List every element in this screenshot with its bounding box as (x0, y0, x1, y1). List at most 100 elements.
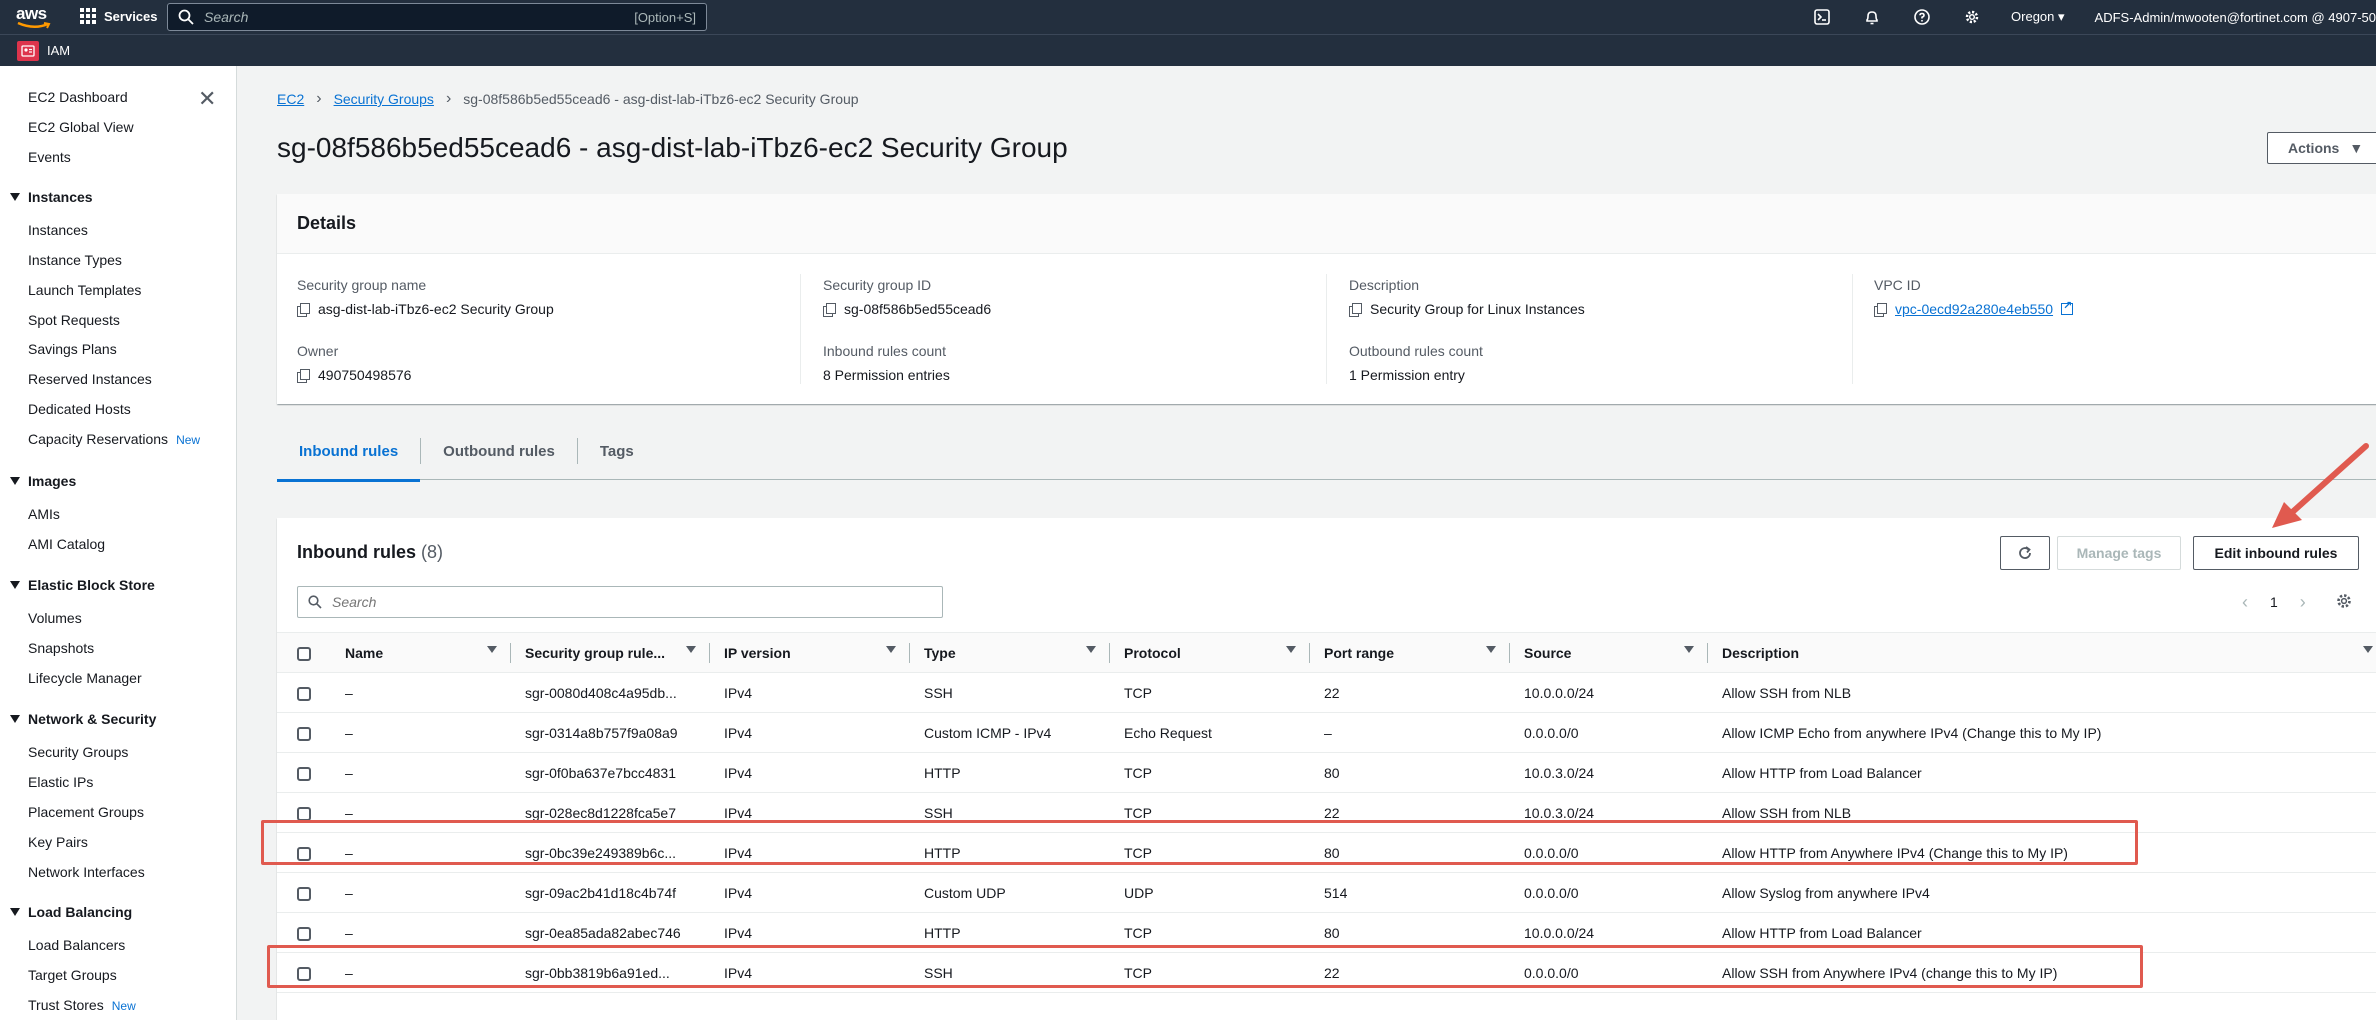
sidebar-section-network-security[interactable]: Network & Security (10, 711, 156, 727)
sidebar-item-ec2-global-view[interactable]: EC2 Global View (28, 119, 134, 135)
chevron-right-icon: › (316, 90, 322, 107)
sidebar-item-spot-requests[interactable]: Spot Requests (28, 312, 120, 328)
column-header-name[interactable]: Name (331, 632, 511, 673)
sidebar-item-network-interfaces[interactable]: Network Interfaces (28, 864, 145, 880)
gear-icon[interactable] (1947, 0, 1997, 34)
table-row[interactable]: – sgr-028ec8d1228fca5e7 IPv4 SSH TCP 22 10.0.3… (277, 792, 2376, 833)
sidebar-item-ami-catalog[interactable]: AMI Catalog (28, 536, 106, 552)
breadcrumb-ec2[interactable]: EC2 (277, 91, 305, 107)
cell-ip-version: IPv4 (710, 832, 910, 873)
table-row[interactable]: – sgr-09ac2b41d18c4b74f IPv4 Custom UDP UDP 5… (277, 872, 2376, 913)
refresh-icon (2019, 546, 2031, 559)
copy-icon[interactable] (823, 302, 836, 317)
sidebar-item-reserved-instances[interactable]: Reserved Instances (28, 371, 152, 387)
sidebar-section-instances[interactable]: Instances (10, 189, 93, 205)
sidebar-section-images[interactable]: Images (10, 473, 76, 489)
sidebar-item-instance-types[interactable]: Instance Types (28, 252, 122, 268)
services-menu-button[interactable]: Services (80, 8, 158, 24)
manage-tags-button[interactable]: Manage tags (2057, 536, 2181, 570)
cloudshell-icon[interactable] (1797, 0, 1847, 34)
caret-down-icon (10, 581, 20, 589)
help-icon[interactable] (1897, 0, 1947, 34)
actions-button[interactable]: Actions ▼ (2267, 132, 2376, 164)
sidebar-item-savings-plans[interactable]: Savings Plans (28, 341, 117, 357)
sidebar-section-load-balancing[interactable]: Load Balancing (10, 904, 132, 920)
sidebar-item-ec2-dashboard[interactable]: EC2 Dashboard (28, 89, 128, 105)
column-header-type[interactable]: Type (910, 632, 1110, 673)
tab-outbound-rules[interactable]: Outbound rules (443, 442, 555, 460)
sidebar-item-events[interactable]: Events (28, 149, 71, 165)
column-header-protocol[interactable]: Protocol (1110, 632, 1310, 673)
rules-search-field[interactable] (297, 586, 943, 618)
select-all-checkbox[interactable] (297, 646, 311, 661)
iam-service-icon[interactable] (17, 41, 39, 61)
breadcrumb-security-groups[interactable]: Security Groups (333, 91, 434, 107)
sidebar-item-volumes[interactable]: Volumes (28, 610, 82, 626)
close-icon[interactable]: ✕ (198, 86, 217, 111)
row-checkbox[interactable] (297, 886, 311, 901)
sidebar-item-capacity-reservations[interactable]: Capacity Reservations New (28, 431, 201, 447)
row-checkbox[interactable] (297, 966, 311, 981)
sidebar-item-key-pairs[interactable]: Key Pairs (28, 834, 88, 850)
tab-inbound-rules[interactable]: Inbound rules (277, 422, 421, 482)
region-selector[interactable]: Oregon ▾ (2011, 9, 2065, 24)
cell-name: – (331, 912, 511, 953)
row-checkbox[interactable] (297, 846, 311, 861)
sidebar-item-launch-templates[interactable]: Launch Templates (28, 282, 142, 298)
edit-inbound-rules-button[interactable]: Edit inbound rules (2193, 536, 2359, 570)
row-checkbox[interactable] (297, 806, 311, 821)
sidebar-item-lifecycle-manager[interactable]: Lifecycle Manager (28, 670, 142, 686)
copy-icon[interactable] (297, 302, 310, 317)
copy-icon[interactable] (1874, 302, 1887, 317)
row-checkbox[interactable] (297, 686, 311, 701)
table-row[interactable]: – sgr-0bb3819b6a91ed... IPv4 SSH TCP 22 0.0.0.… (277, 952, 2376, 993)
cell-description: Allow SSH from NLB (1708, 792, 2376, 833)
aws-smile-icon (17, 22, 51, 29)
aws-logo[interactable]: aws (16, 4, 52, 30)
sort-icon (1486, 646, 1496, 653)
table-row[interactable]: – sgr-0080d408c4a95db... IPv4 SSH TCP 22 10.0.… (277, 672, 2376, 713)
sidebar-item-instances[interactable]: Instances (28, 222, 88, 238)
bell-icon[interactable] (1847, 0, 1897, 34)
vpc-id-link[interactable]: vpc-0ecd92a280e4eb550 (1895, 301, 2054, 317)
sidebar-item-trust-stores[interactable]: Trust Stores New (28, 997, 136, 1013)
row-checkbox[interactable] (297, 926, 311, 941)
new-badge: New (176, 433, 201, 447)
sidebar-item-dedicated-hosts[interactable]: Dedicated Hosts (28, 401, 131, 417)
row-checkbox[interactable] (297, 726, 311, 741)
current-page-number[interactable]: 1 (2270, 594, 2278, 610)
previous-page-icon[interactable]: ‹ (2242, 591, 2248, 612)
search-icon (178, 9, 194, 25)
column-header-source[interactable]: Source (1510, 632, 1708, 673)
sidebar-item-security-groups[interactable]: Security Groups (28, 744, 129, 760)
iam-favorite-link[interactable]: IAM (47, 43, 71, 58)
global-search-input[interactable] (204, 9, 635, 25)
tab-tags[interactable]: Tags (599, 442, 634, 460)
sidebar-item-elastic-ips[interactable]: Elastic IPs (28, 774, 94, 790)
table-row[interactable]: – sgr-0ea85ada82abec746 IPv4 HTTP TCP 80 10.0.… (277, 912, 2376, 953)
table-row[interactable]: – sgr-0bc39e249389b6c... IPv4 HTTP TCP 80 0.0.… (277, 832, 2376, 873)
table-preferences-gear-icon[interactable] (2335, 592, 2355, 612)
column-header-rule-id[interactable]: Security group rule... (511, 632, 710, 673)
top-navigation-bar: aws Services [Option+S] Oregon ▾ ADFS-Ad… (0, 0, 2376, 34)
sidebar-item-amis[interactable]: AMIs (28, 506, 60, 522)
sidebar-item-target-groups[interactable]: Target Groups (28, 967, 117, 983)
table-row[interactable]: – sgr-0f0ba637e7bcc4831 IPv4 HTTP TCP 80 10.0.… (277, 752, 2376, 793)
sidebar-item-placement-groups[interactable]: Placement Groups (28, 804, 144, 820)
sidebar-item-load-balancers[interactable]: Load Balancers (28, 937, 126, 953)
global-search-bar[interactable]: [Option+S] (167, 3, 707, 31)
sidebar-section-elastic-block-store[interactable]: Elastic Block Store (10, 577, 155, 593)
table-row[interactable]: – sgr-0314a8b757f9a08a9 IPv4 Custom ICMP - … (277, 712, 2376, 753)
row-checkbox[interactable] (297, 766, 311, 781)
column-header-ip-version[interactable]: IP version (710, 632, 910, 673)
copy-icon[interactable] (297, 368, 310, 383)
next-page-icon[interactable]: › (2299, 591, 2306, 612)
rules-search-input[interactable] (332, 594, 942, 610)
copy-icon[interactable] (1349, 302, 1362, 317)
column-header-description[interactable]: Description (1708, 632, 2376, 673)
refresh-button[interactable] (2000, 536, 2050, 570)
sidebar-item-snapshots[interactable]: Snapshots (28, 640, 95, 656)
sort-icon (1684, 646, 1694, 653)
account-menu[interactable]: ADFS-Admin/mwooten@fortinet.com @ 4907-5… (2094, 9, 2376, 25)
column-header-port-range[interactable]: Port range (1310, 632, 1510, 673)
